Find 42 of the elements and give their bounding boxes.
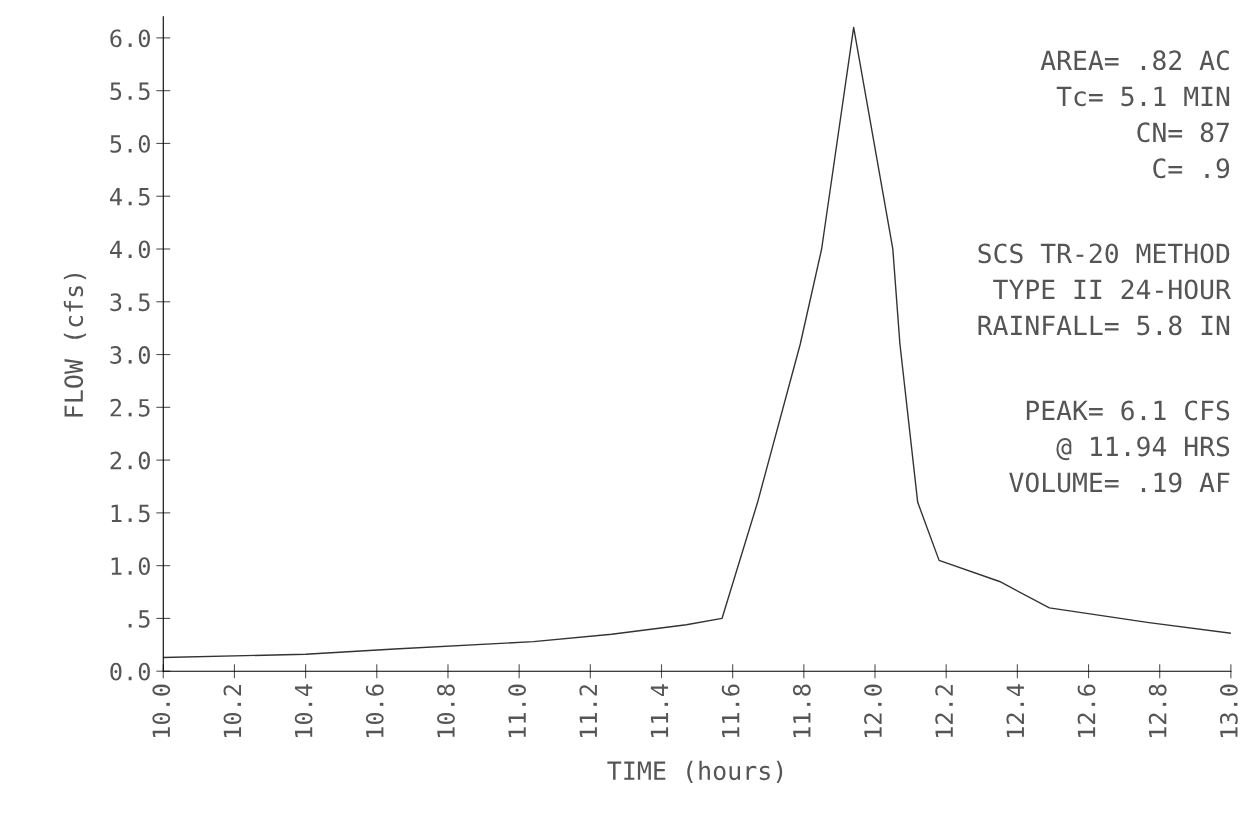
x-tick-label: 11.2 (579, 685, 597, 738)
y-tick-label: 5.5 (110, 82, 150, 101)
annotation: C= .9 (1153, 158, 1230, 179)
y-tick-label: 2.0 (110, 451, 150, 470)
x-tick-label: 10.2 (223, 685, 242, 738)
x-tick-label: 11.4 (650, 684, 669, 738)
annotation: Tc= 5.1 MIN (1056, 86, 1230, 107)
annotation: SCS TR-20 METHOD (978, 243, 1230, 264)
y-tick-label: 4.5 (110, 188, 150, 206)
annotation: AREA= .82 AC (1040, 50, 1229, 71)
y-tick-label: 4.0 (110, 240, 150, 259)
line-series (163, 26, 1231, 659)
y-tick-label: 2.5 (110, 398, 150, 417)
y-tick-label: 6.0 (110, 29, 150, 48)
y-axis-title: FLOW (cfs) (63, 273, 87, 417)
y-tick-label: 1.0 (111, 557, 150, 576)
x-tick-label: 12.4 (1006, 684, 1024, 738)
x-tick-label: 12.2 (935, 685, 953, 738)
x-tick-label: 11.8 (792, 684, 811, 738)
annotation: VOLUME= .19 AF (1009, 472, 1230, 493)
annotation: RAINFALL= 5.8 IN (978, 315, 1230, 336)
y-tick-label: 3.0 (110, 346, 150, 364)
y-tick-label: 3.5 (110, 293, 150, 312)
x-tick-label: 12.8 (1148, 684, 1167, 738)
y-tick-label: 1.5 (111, 504, 150, 523)
x-tick-label: 10.4 (294, 684, 313, 738)
x-tick-label: 12.6 (1077, 684, 1096, 738)
x-tick-label: 10.8 (437, 684, 455, 738)
x-axis-title: TIME (hours) (607, 760, 783, 784)
y-tick-label: .5 (128, 610, 150, 628)
annotation: @ 11.94 HRS (1056, 436, 1230, 461)
x-tick-label: 12.0 (864, 684, 882, 738)
annotation: CN= 87 (1137, 122, 1229, 143)
annotation: PEAK= 6.1 CFS (1026, 400, 1230, 421)
x-tick-label: 10.0 (152, 684, 171, 738)
annotation: TYPE II 24-HOUR (993, 279, 1231, 300)
x-tick-label: 11.6 (721, 684, 740, 738)
x-tick-label: 10.6 (365, 684, 384, 738)
y-tick-label: 5.0 (110, 134, 150, 153)
x-tick-label: 13.0 (1219, 684, 1238, 738)
y-tick-label: 0.0 (110, 662, 150, 681)
x-tick-label: 11.0 (508, 684, 527, 738)
